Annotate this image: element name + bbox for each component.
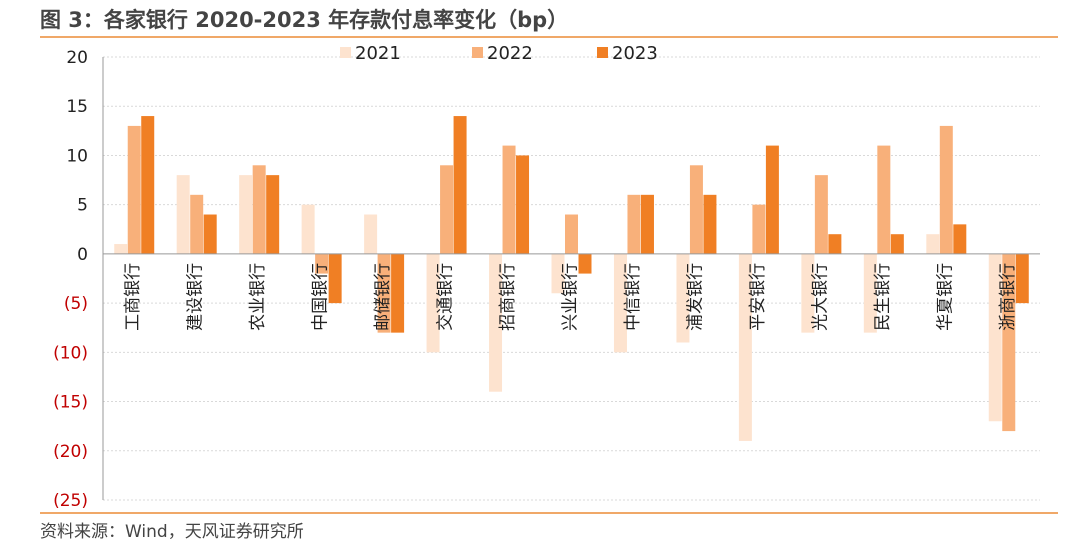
category-label: 农业银行	[248, 263, 268, 331]
bar-2021-农业银行	[239, 175, 253, 254]
bar-2023-华夏银行	[953, 224, 967, 254]
bar-2021-民生银行	[863, 253, 877, 333]
bottom-divider	[40, 512, 1058, 514]
y-tick-label: 15	[66, 97, 88, 117]
bar-2021-华夏银行	[926, 234, 940, 254]
chart-title: 图 3：各家银行 2020-2023 年存款付息率变化（bp）	[40, 8, 569, 32]
legend-swatch-2022	[472, 47, 483, 58]
bar-2021-兴业银行	[551, 253, 565, 294]
bar-2021-平安银行	[738, 253, 752, 441]
legend-label-2022: 2022	[487, 43, 533, 64]
bar-2023-浙商银行	[1015, 253, 1029, 304]
bar-2022-平安银行	[752, 204, 766, 254]
category-label: 浙商银行	[998, 263, 1018, 331]
legend-swatch-2021	[340, 47, 351, 58]
bar-2022-民生银行	[877, 145, 891, 254]
category-label: 浦发银行	[685, 263, 705, 331]
bar-2022-农业银行	[252, 165, 266, 254]
bar-2023-中信银行	[640, 194, 654, 254]
category-label: 光大银行	[810, 263, 830, 331]
bar-2022-建设银行	[190, 194, 204, 254]
bar-2022-邮储银行	[377, 253, 391, 333]
bar-2021-浦发银行	[676, 253, 690, 343]
bar-2021-浙商银行	[988, 253, 1002, 422]
bar-2021-邮储银行	[364, 214, 378, 254]
bar-2022-工商银行	[127, 125, 141, 254]
category-label: 华夏银行	[935, 263, 955, 331]
source-note: 资料来源：Wind，天风证券研究所	[40, 522, 304, 542]
bar-2021-中信银行	[613, 253, 627, 353]
bar-2022-招商银行	[502, 145, 516, 254]
y-tick-label: (25)	[53, 491, 88, 511]
bar-2023-光大银行	[828, 234, 842, 254]
category-label: 中信银行	[623, 263, 643, 331]
y-tick-label: 0	[77, 245, 88, 265]
y-tick-label: (20)	[53, 442, 88, 462]
bar-2022-光大银行	[814, 175, 828, 254]
bar-2023-农业银行	[266, 175, 280, 254]
bar-2022-中国银行	[315, 253, 329, 274]
bar-2021-建设银行	[176, 175, 190, 254]
category-label: 工商银行	[123, 263, 143, 331]
y-tick-label: 10	[66, 146, 88, 166]
bar-2022-中信银行	[627, 194, 641, 254]
bar-2021-工商银行	[114, 244, 128, 254]
bar-2021-光大银行	[801, 253, 815, 333]
bar-2023-招商银行	[516, 155, 530, 254]
legend-label-2023: 2023	[612, 43, 658, 64]
y-tick-label: 5	[77, 196, 88, 216]
bar-2023-工商银行	[141, 116, 155, 254]
bar-2023-兴业银行	[578, 253, 592, 274]
category-label: 中国银行	[311, 263, 331, 331]
category-label: 平安银行	[748, 263, 768, 331]
legend-label-2021: 2021	[355, 43, 401, 64]
top-divider	[40, 36, 1058, 38]
bar-2022-华夏银行	[939, 125, 953, 254]
bar-2023-建设银行	[203, 214, 217, 254]
category-label: 民生银行	[873, 263, 893, 331]
bar-2023-交通银行	[453, 116, 467, 254]
y-tick-label: 20	[66, 48, 88, 68]
legend-swatch-2023	[597, 47, 608, 58]
bar-2022-浦发银行	[689, 165, 703, 254]
bar-2023-中国银行	[328, 253, 342, 304]
y-tick-label: (5)	[64, 294, 88, 314]
category-label: 邮储银行	[373, 263, 393, 331]
bar-2023-民生银行	[890, 234, 904, 254]
bar-2022-浙商银行	[1002, 253, 1016, 432]
bar-2022-兴业银行	[565, 214, 578, 254]
category-label: 交通银行	[436, 263, 456, 331]
bar-2023-邮储银行	[391, 253, 405, 333]
bar-2021-交通银行	[426, 253, 440, 353]
category-label: 建设银行	[186, 263, 206, 331]
y-tick-label: (15)	[53, 393, 88, 413]
category-label: 兴业银行	[561, 263, 581, 331]
category-label: 招商银行	[498, 263, 518, 331]
bar-2022-交通银行	[440, 165, 454, 254]
bar-2021-招商银行	[489, 253, 503, 392]
bar-2023-平安银行	[765, 145, 779, 254]
bar-2023-浦发银行	[703, 194, 717, 254]
bar-2021-中国银行	[301, 204, 315, 254]
y-tick-label: (10)	[53, 343, 88, 363]
